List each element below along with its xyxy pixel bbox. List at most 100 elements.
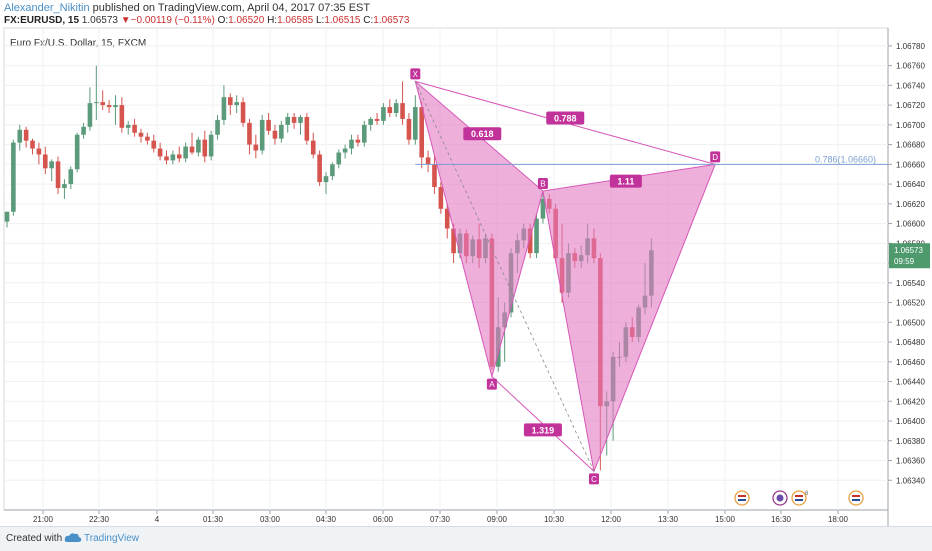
event-badge-dot (776, 494, 784, 502)
ratio-badge (609, 174, 642, 188)
point-label: B (540, 179, 545, 188)
candle-down (240, 102, 246, 123)
candle-down (451, 228, 456, 254)
time-tick-label: 18:00 (828, 515, 849, 524)
candle-down (266, 119, 271, 131)
point-badge (537, 177, 548, 189)
fib-level-label: 0.786(1.06660) (815, 154, 876, 164)
point-badge (710, 151, 721, 163)
candle-down (100, 102, 105, 106)
flag-stripe (795, 499, 803, 501)
pattern-xab-triangle (414, 79, 544, 379)
time-tick-label: 15:00 (715, 515, 736, 524)
price-tick-label: 1.06760 (896, 62, 925, 71)
candles (4, 65, 654, 471)
candle-down (387, 107, 393, 114)
candle-down (272, 130, 278, 139)
price-tick-label: 1.06680 (896, 141, 925, 150)
last-price-label: 1.06573 (894, 246, 923, 255)
candle-down (36, 148, 42, 155)
time-tick-label: 16:30 (771, 515, 792, 524)
last-price-value: 1.06573 (81, 15, 118, 26)
countdown-label: 09:59 (894, 257, 915, 266)
candle-down (406, 118, 412, 140)
candle-down (527, 228, 533, 254)
time-tick-label: 07:30 (430, 515, 451, 524)
candle-down (145, 136, 150, 141)
created-with-label: Created with (6, 533, 63, 544)
low-value: 1.06515 (324, 15, 361, 26)
candle-up (342, 148, 348, 153)
ratio-badge (463, 127, 502, 141)
price-chart[interactable]: Euro Fx/U.S. Dollar, 15, FXCM 0.786(1.06… (0, 0, 932, 526)
ohlc-line: FX:EURUSD, 15 1.06573 ▼−0.00119 (−0.11%)… (4, 15, 409, 26)
candle-down (317, 154, 322, 183)
flag-stripe (852, 499, 860, 501)
candle-up (4, 211, 10, 222)
candle-up (330, 164, 335, 177)
price-tick-label: 1.06740 (896, 81, 925, 90)
candle-down (157, 148, 163, 157)
candle-up (170, 154, 176, 161)
flag-stripe (795, 495, 803, 497)
harmonic-pattern[interactable]: 0.786(1.06660) 0.618 0.788 1.11 1.319 X A B C D (410, 68, 888, 485)
us-flag-event-icon (848, 490, 864, 506)
price-tick-label: 1.06520 (896, 299, 925, 308)
price-tick-label: 1.06440 (896, 378, 925, 387)
candle-up (215, 119, 220, 135)
point-label: C (591, 475, 597, 484)
candle-down (189, 146, 195, 153)
chart-title: Euro Fx/U.S. Dollar, 15, FXCM (10, 38, 146, 49)
tradingview-cloud-icon (64, 533, 82, 542)
point-label: A (489, 380, 495, 389)
candle-up (221, 97, 227, 120)
candle-down (55, 161, 61, 189)
candle-up (125, 124, 131, 128)
candle-up (393, 103, 399, 114)
candle-down (310, 140, 316, 155)
chart-header: Alexander_Nikitin published on TradingVi… (0, 0, 932, 30)
price-tick-label: 1.06640 (896, 180, 925, 189)
time-tick-label: 10:30 (544, 515, 565, 524)
price-tick-label: 1.06780 (896, 42, 925, 51)
price-tick-label: 1.06460 (896, 358, 925, 367)
candle-up (183, 146, 188, 159)
candle-up (361, 124, 367, 143)
candle-up (208, 134, 214, 157)
event-count-superscript: 6 (805, 491, 809, 497)
point-badge (410, 68, 421, 80)
candle-down (106, 105, 112, 108)
price-tick-label: 1.06720 (896, 101, 925, 110)
candle-down (432, 164, 437, 188)
time-tick-label: 03:00 (260, 515, 281, 524)
time-tick-label: 09:00 (487, 515, 508, 524)
symbol-label[interactable]: FX:EURUSD, 15 (4, 15, 80, 26)
price-tick-label: 1.06540 (896, 279, 925, 288)
candle-down (132, 124, 137, 133)
candle-down (202, 139, 208, 157)
last-price-badge (889, 243, 930, 269)
point-badge (486, 378, 497, 390)
candle-up (368, 118, 373, 125)
candle-down (400, 103, 405, 119)
candle-down (419, 107, 424, 158)
candle-up (298, 116, 303, 123)
candle-up (381, 107, 386, 121)
price-tick-label: 1.06400 (896, 417, 925, 426)
time-tick-label: 06:00 (373, 515, 394, 524)
price-tick-label: 1.06340 (896, 476, 925, 485)
author-link[interactable]: Alexander_Nikitin (4, 2, 90, 14)
candle-up (68, 169, 74, 185)
candle-up (94, 102, 99, 104)
candle-down (30, 140, 35, 149)
candle-down (247, 122, 252, 145)
event-markers[interactable]: 6 (734, 490, 864, 506)
footer-bar: Created with TradingView (0, 526, 932, 551)
candle-up (323, 176, 329, 183)
time-tick-label: 22:30 (89, 515, 110, 524)
price-axis[interactable]: 1.06780 1.06760 1.06740 1.06720 1.06700 1.066… (888, 42, 930, 485)
tradingview-link[interactable]: TradingView (84, 533, 140, 544)
candle-up (534, 218, 539, 254)
candle-up (259, 119, 265, 151)
time-axis[interactable]: 21:00 22:30 4 01:30 03:00 04:30 06:00 07:30 09:0… (33, 510, 849, 524)
